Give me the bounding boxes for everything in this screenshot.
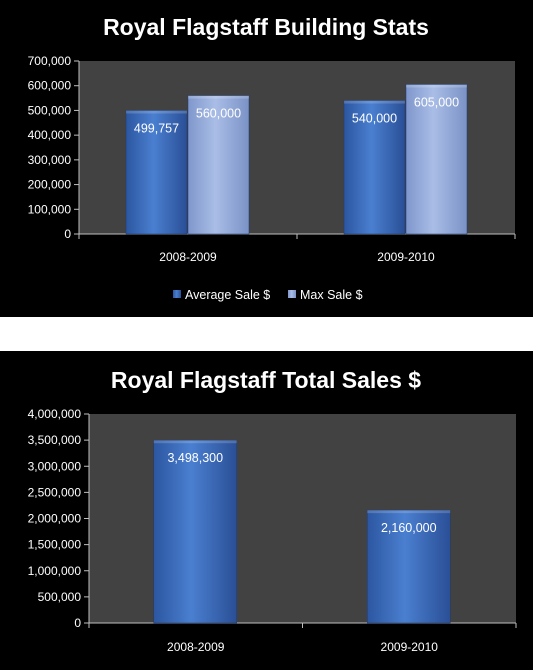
- legend-label: Average Sale $: [185, 288, 270, 302]
- total-sales-chart-panel: Royal Flagstaff Total Sales $ 0 500,000 1,…: [0, 351, 533, 670]
- data-label: 605,000: [414, 95, 459, 109]
- data-label: 3,498,300: [167, 451, 223, 465]
- y-tick-label: 100,000: [28, 202, 72, 216]
- y-tick-label: 0: [64, 227, 71, 241]
- data-label: 2,160,000: [381, 521, 437, 535]
- bar-highlight: [344, 100, 405, 104]
- data-label: 540,000: [352, 112, 397, 126]
- bar-highlight: [126, 110, 187, 114]
- bar-total-2008-2009: [153, 439, 237, 624]
- y-tick-label: 3,500,000: [28, 433, 82, 447]
- y-tick-label: 0: [74, 616, 81, 630]
- x-category-label: 2008-2009: [167, 640, 225, 654]
- legend-label: Max Sale $: [300, 288, 363, 302]
- x-category-label: 2008-2009: [159, 250, 217, 264]
- building-stats-chart-panel: Royal Flagstaff Building Stats 0 100,000 2…: [0, 0, 533, 317]
- y-tick-label: 600,000: [28, 79, 72, 93]
- chart-title: Royal Flagstaff Total Sales $: [111, 367, 421, 393]
- y-tick-label: 500,000: [38, 590, 82, 604]
- bar-average-sale-2008-2009: [125, 110, 188, 235]
- legend-swatch: [288, 290, 296, 298]
- bar-highlight: [153, 440, 237, 444]
- y-tick-label: 4,000,000: [28, 407, 82, 421]
- y-tick-label: 3,000,000: [28, 459, 82, 473]
- bar-highlight: [188, 95, 249, 99]
- y-tick-label: 2,500,000: [28, 485, 82, 499]
- building-stats-chart: Royal Flagstaff Building Stats 0 100,000 2…: [28, 14, 516, 302]
- legend-swatch: [173, 290, 181, 298]
- y-tick-label: 400,000: [28, 128, 72, 142]
- bar-total-2009-2010: [367, 509, 451, 624]
- data-label: 560,000: [196, 107, 241, 121]
- y-tick-label: 1,000,000: [28, 564, 82, 578]
- y-tick-label: 500,000: [28, 103, 72, 117]
- y-tick-label: 700,000: [28, 54, 72, 68]
- y-tick-label: 300,000: [28, 153, 72, 167]
- bar-max-sale-2008-2009: [187, 95, 250, 235]
- y-tick-label: 200,000: [28, 178, 72, 192]
- x-category-label: 2009-2010: [377, 250, 435, 264]
- plot-area: [89, 414, 516, 623]
- x-category-label: 2009-2010: [381, 640, 439, 654]
- y-tick-label: 2,000,000: [28, 512, 82, 526]
- y-tick-label: 1,500,000: [28, 538, 82, 552]
- total-sales-chart: Royal Flagstaff Total Sales $ 0 500,000 1,…: [28, 367, 517, 654]
- bar-max-sale-2009-2010: [405, 84, 468, 235]
- bar-average-sale-2009-2010: [343, 100, 406, 235]
- chart-title: Royal Flagstaff Building Stats: [103, 14, 429, 40]
- bar-highlight: [367, 510, 451, 514]
- bar-highlight: [406, 84, 467, 88]
- data-label: 499,757: [134, 121, 179, 135]
